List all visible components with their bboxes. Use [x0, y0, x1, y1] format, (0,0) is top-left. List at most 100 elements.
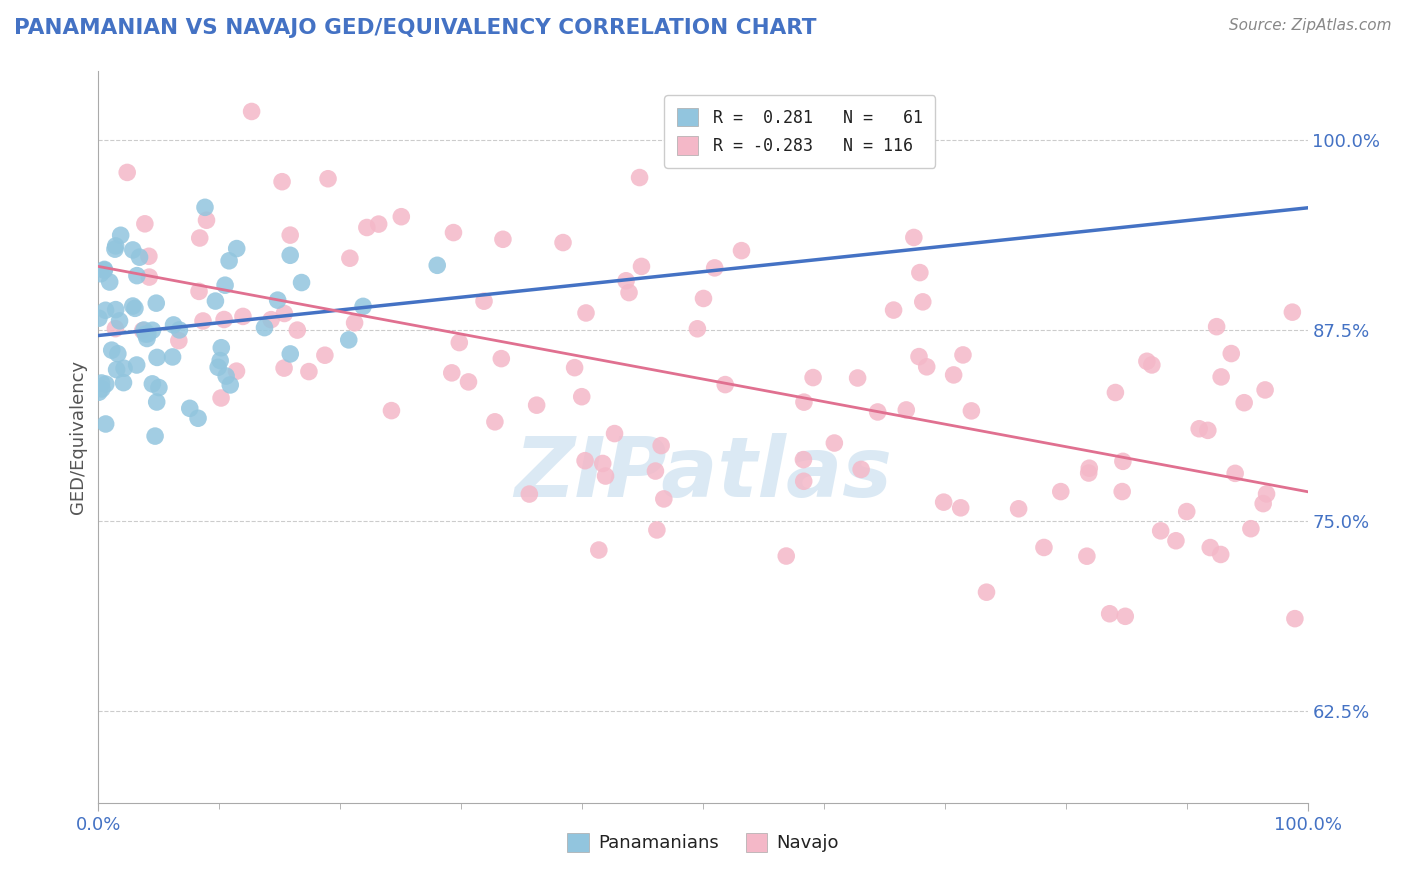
Point: [204, 294, 226, 309]
Point: [128, 250, 150, 264]
Point: [1111, 484, 1133, 499]
Point: [87, 385, 110, 400]
Point: [908, 266, 931, 280]
Point: [650, 439, 672, 453]
Point: [146, 351, 169, 365]
Point: [94, 303, 117, 318]
Point: [1150, 524, 1173, 538]
Point: [1032, 541, 1054, 555]
Point: [253, 320, 276, 334]
Point: [1254, 383, 1277, 397]
Point: [1076, 549, 1098, 564]
Point: [207, 360, 229, 375]
Point: [132, 323, 155, 337]
Point: [214, 278, 236, 293]
Point: [1205, 319, 1227, 334]
Point: [143, 429, 166, 443]
Point: [209, 391, 232, 405]
Point: [90, 382, 112, 396]
Point: [90, 267, 112, 281]
Point: [1197, 423, 1219, 437]
Point: [110, 228, 132, 243]
Point: [1112, 454, 1135, 468]
Point: [652, 491, 675, 506]
Point: [148, 380, 170, 394]
Point: [141, 323, 163, 337]
Point: [356, 220, 378, 235]
Point: [592, 457, 614, 471]
Point: [908, 350, 931, 364]
Point: [426, 258, 449, 272]
Point: [285, 323, 308, 337]
Point: [793, 395, 815, 409]
Point: [121, 299, 143, 313]
Point: [692, 292, 714, 306]
Point: [194, 200, 217, 214]
Point: [949, 500, 972, 515]
Point: [94, 377, 117, 392]
Point: [484, 415, 506, 429]
Point: [115, 165, 138, 179]
Point: [1136, 354, 1159, 368]
Point: [94, 417, 117, 431]
Point: [124, 301, 146, 316]
Point: [314, 348, 336, 362]
Point: [645, 523, 668, 537]
Point: [93, 262, 115, 277]
Point: [903, 230, 925, 244]
Point: [278, 228, 301, 243]
Point: [457, 375, 479, 389]
Point: [278, 347, 301, 361]
Point: [492, 232, 515, 246]
Point: [1220, 346, 1243, 360]
Point: [225, 364, 247, 378]
Point: [644, 464, 666, 478]
Point: [141, 376, 163, 391]
Point: [93, 263, 115, 277]
Point: [136, 331, 159, 345]
Point: [107, 347, 129, 361]
Point: [896, 403, 918, 417]
Point: [125, 268, 148, 283]
Text: ZIPatlas: ZIPatlas: [515, 434, 891, 514]
Point: [960, 404, 983, 418]
Point: [571, 390, 593, 404]
Text: Source: ZipAtlas.com: Source: ZipAtlas.com: [1229, 18, 1392, 33]
Point: [1240, 522, 1263, 536]
Point: [703, 260, 725, 275]
Point: [883, 303, 905, 318]
Point: [1209, 548, 1232, 562]
Point: [932, 495, 955, 509]
Point: [793, 475, 815, 489]
Point: [215, 369, 238, 384]
Point: [169, 323, 191, 337]
Point: [98, 275, 121, 289]
Point: [1007, 501, 1029, 516]
Point: [90, 376, 112, 390]
Point: [162, 350, 184, 364]
Point: [1098, 607, 1121, 621]
Point: [976, 585, 998, 599]
Point: [915, 359, 938, 374]
Point: [526, 398, 548, 412]
Point: [187, 411, 209, 425]
Point: [188, 231, 211, 245]
Point: [225, 242, 247, 256]
Point: [823, 436, 845, 450]
Point: [443, 226, 465, 240]
Point: [337, 333, 360, 347]
Point: [339, 251, 361, 265]
Point: [1284, 612, 1306, 626]
Point: [260, 312, 283, 326]
Point: [575, 306, 598, 320]
Point: [125, 358, 148, 372]
Point: [232, 310, 254, 324]
Point: [603, 426, 626, 441]
Point: [491, 351, 513, 366]
Point: [1211, 370, 1233, 384]
Point: [87, 311, 110, 326]
Point: [792, 452, 814, 467]
Point: [105, 362, 128, 376]
Point: [911, 294, 934, 309]
Point: [630, 260, 652, 274]
